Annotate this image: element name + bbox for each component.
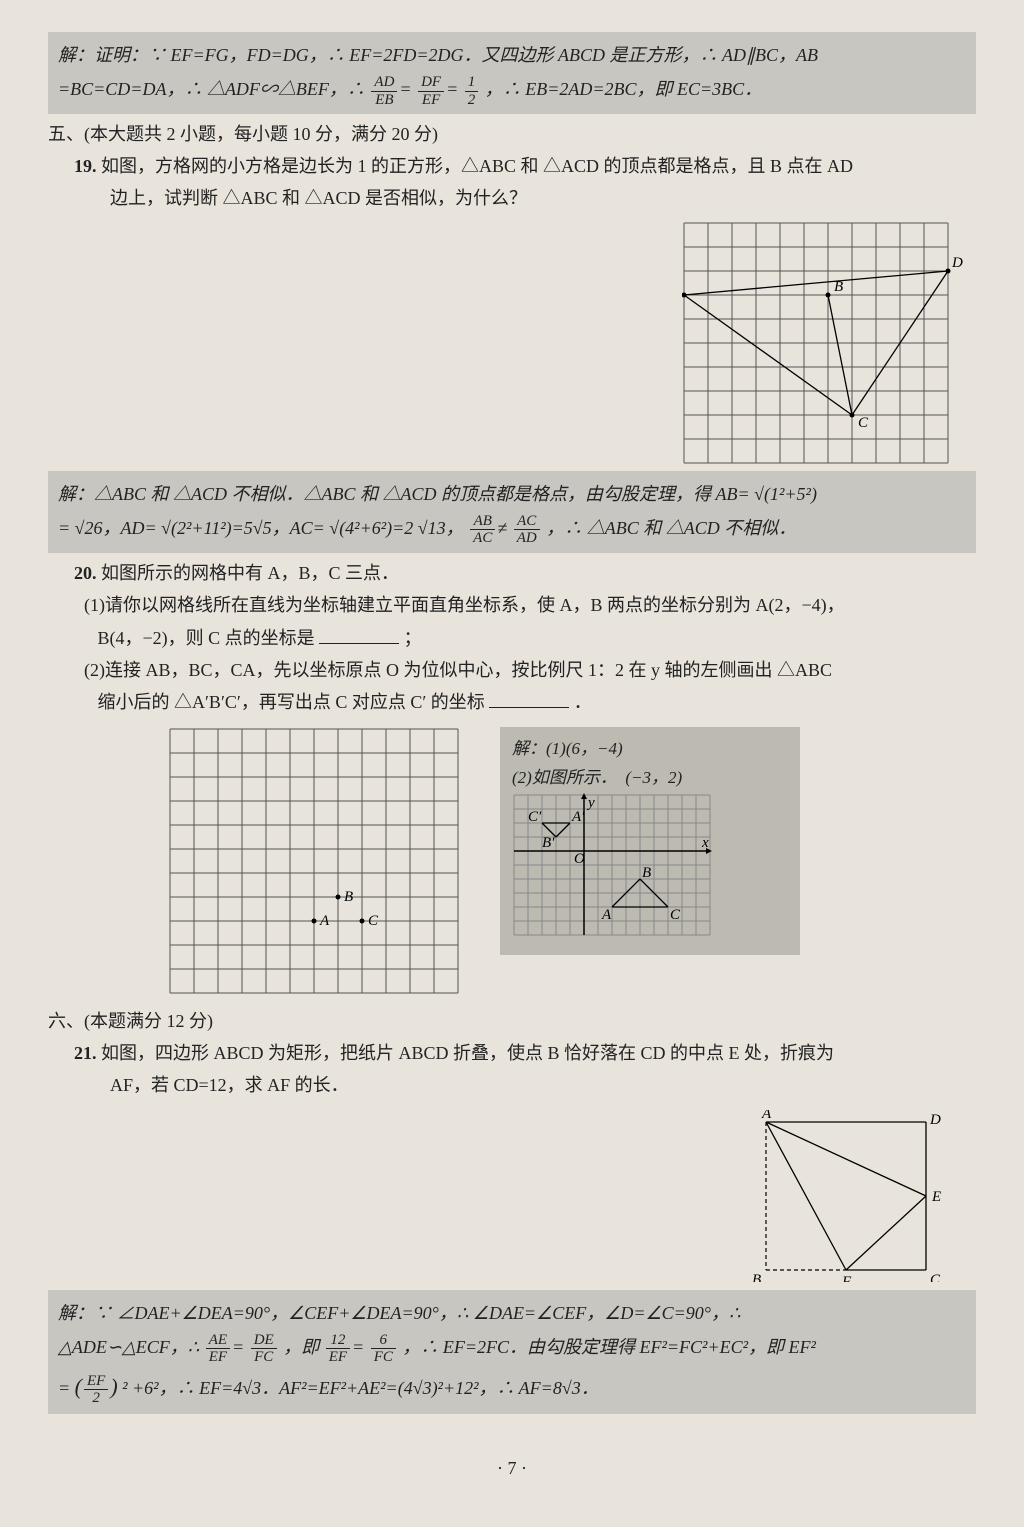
svg-text:C′: C′ bbox=[528, 809, 542, 825]
svg-text:B′: B′ bbox=[542, 835, 555, 851]
q-number: 21. bbox=[74, 1043, 97, 1063]
section-5-header: 五、(本大题共 2 小题，每小题 10 分，满分 20 分) bbox=[48, 120, 976, 146]
q-text2: AF，若 CD=12，求 AF 的长． bbox=[110, 1069, 976, 1101]
txt: 解：证明：∵ EF=FG，FD=DG，∴ EF=2FD=2DG．又四边形 ABC… bbox=[58, 45, 818, 65]
svg-text:A: A bbox=[319, 913, 330, 929]
q21-figure: A D B C E F bbox=[722, 1110, 946, 1282]
blank-input[interactable] bbox=[319, 626, 399, 644]
q-text: 如图所示的网格中有 A，B，C 三点． bbox=[101, 563, 399, 583]
q20-answer: 解：(1)(6，−4) (2)如图所示． (−3，2) yxOABCA′B′C′ bbox=[500, 727, 800, 955]
svg-text:B: B bbox=[752, 1272, 761, 1282]
q20-part1: (1)请你以网格线所在直线为坐标轴建立平面直角坐标系，使 A，B 两点的坐标分别… bbox=[84, 589, 976, 654]
fraction: 12 bbox=[465, 74, 479, 108]
svg-text:A′: A′ bbox=[571, 809, 585, 825]
q21-answer: 解：∵ ∠DAE+∠DEA=90°，∠CEF+∠DEA=90°，∴ ∠DAE=∠… bbox=[48, 1290, 976, 1414]
svg-text:C: C bbox=[930, 1272, 941, 1282]
prev-answer: 解：证明：∵ EF=FG，FD=DG，∴ EF=2FD=2DG．又四边形 ABC… bbox=[48, 32, 976, 114]
fraction: ADEB bbox=[371, 74, 397, 108]
svg-text:B: B bbox=[344, 889, 353, 905]
svg-text:C: C bbox=[670, 907, 681, 923]
q19-answer: 解：△ABC 和 △ACD 不相似．△ABC 和 △ACD 的顶点都是格点，由勾… bbox=[48, 471, 976, 553]
q-number: 19. bbox=[74, 156, 97, 176]
q20-part2: (2)连接 AB，BC，CA，先以坐标原点 O 为位似中心，按比例尺 1：2 在… bbox=[84, 654, 976, 719]
q-number: 20. bbox=[74, 563, 97, 583]
q-text: 如图，四边形 ABCD 为矩形，把纸片 ABCD 折叠，使点 B 恰好落在 CD… bbox=[101, 1043, 834, 1063]
svg-text:O: O bbox=[574, 851, 585, 867]
txt: =BC=CD=DA，∴ △ADF∽△BEF，∴ bbox=[58, 79, 365, 99]
question-19: 19. 如图，方格网的小方格是边长为 1 的正方形，△ABC 和 △ACD 的顶… bbox=[74, 150, 976, 215]
svg-text:A: A bbox=[601, 907, 612, 923]
q20-figure: ABC bbox=[168, 727, 460, 995]
svg-text:E: E bbox=[931, 1189, 941, 1205]
svg-text:y: y bbox=[586, 795, 595, 811]
txt: ，∴ EB=2AD=2BC，即 EC=3BC． bbox=[485, 79, 762, 99]
svg-text:A: A bbox=[761, 1110, 772, 1122]
question-20: 20. 如图所示的网格中有 A，B，C 三点． bbox=[74, 557, 976, 589]
svg-text:F: F bbox=[841, 1274, 852, 1282]
q19-figure: ABCD bbox=[682, 221, 966, 465]
svg-text:D: D bbox=[929, 1112, 941, 1128]
svg-text:D: D bbox=[951, 255, 963, 271]
fraction: DFEF bbox=[418, 74, 444, 108]
svg-text:B: B bbox=[642, 865, 651, 881]
question-21: 21. 如图，四边形 ABCD 为矩形，把纸片 ABCD 折叠，使点 B 恰好落… bbox=[74, 1037, 976, 1102]
q-text: 如图，方格网的小方格是边长为 1 的正方形，△ABC 和 △ACD 的顶点都是格… bbox=[101, 156, 853, 176]
q-text2: 边上，试判断 △ABC 和 △ACD 是否相似，为什么？ bbox=[110, 182, 976, 214]
page-number: · 7 · bbox=[0, 1458, 1024, 1479]
svg-text:C: C bbox=[858, 415, 869, 431]
q20-mini-figure: y x O A B C A′ B′C′ bbox=[512, 793, 712, 937]
svg-text:C: C bbox=[368, 913, 379, 929]
section-6-header: 六、(本题满分 12 分) bbox=[48, 1007, 976, 1033]
svg-text:x: x bbox=[701, 835, 709, 851]
blank-input[interactable] bbox=[489, 690, 569, 708]
